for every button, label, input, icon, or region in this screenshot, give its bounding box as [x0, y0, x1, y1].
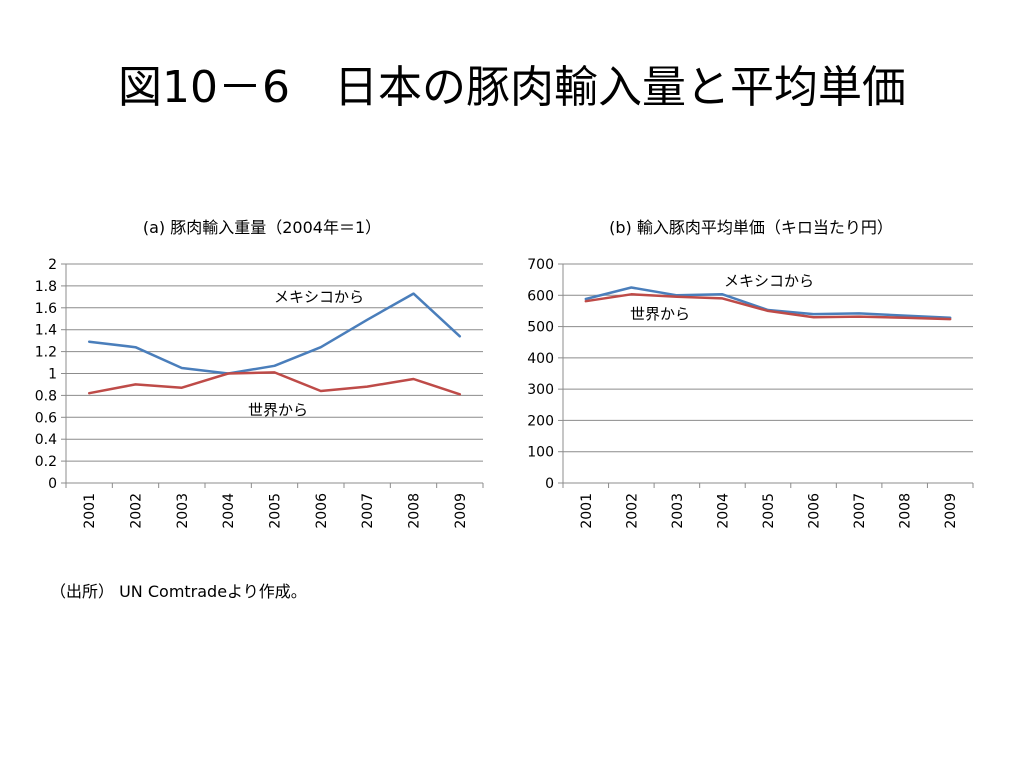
- chart-b-x-tick-label: 2008: [898, 493, 914, 529]
- chart-b-y-tick-label: 200: [527, 413, 554, 429]
- chart-b-y-tick-label: 500: [527, 320, 554, 336]
- chart-b-x-axis: 2001 2002 2003 2004 2005 2006 2007 2008 2009: [562, 483, 974, 529]
- chart-a-y-tick-label: 1.2: [35, 345, 57, 361]
- chart-a-y-tick-label: 0: [48, 476, 57, 492]
- chart-a-y-tick-label: 1.4: [35, 323, 57, 339]
- chart-a-y-tick-label: 1: [48, 367, 57, 383]
- source-note: （出所） UN Comtradeより作成。: [50, 582, 307, 601]
- chart-a-series-line-world: [87, 371, 462, 396]
- chart-a-y-tick-label: 0.2: [35, 454, 57, 470]
- chart-a-x-tick-label: 2006: [314, 493, 330, 529]
- slide-title: 図10－6 日本の豚肉輸入量と平均単価: [118, 62, 906, 113]
- chart-a-x-tick-label: 2007: [360, 493, 376, 529]
- chart-a-x-tick-label: 2009: [453, 493, 469, 529]
- chart-b-x-tick-label: 2009: [943, 493, 959, 529]
- chart-a-x-tick-label: 2001: [82, 493, 98, 529]
- chart-a-series-label-mexico: メキシコから: [274, 288, 364, 306]
- chart-b-series-line-world: [584, 293, 952, 321]
- chart-b-x-tick-label: 2004: [715, 493, 731, 529]
- chart-a-x-tick-label: 2005: [268, 493, 284, 529]
- chart-b-y-tick-label: 400: [527, 351, 554, 367]
- chart-b-x-tick-label: 2003: [670, 493, 686, 529]
- chart-b: (b) 輸入豚肉平均単価（キロ当たり円） 0 100 200 300 400 500 600 7…: [527, 218, 974, 529]
- chart-b-x-tick-label: 2007: [852, 493, 868, 529]
- chart-a: (a) 豚肉輸入重量（2004年＝1） 0 0.2 0.4 0.6 0.8 1 1.2 1.4 1…: [35, 218, 484, 529]
- chart-b-series-label-mexico: メキシコから: [724, 272, 814, 290]
- chart-b-x-tick-label: 2005: [761, 493, 777, 529]
- chart-a-x-tick-label: 2002: [129, 493, 145, 529]
- chart-a-y-tick-label: 2: [48, 257, 57, 273]
- chart-a-x-tick-label: 2004: [221, 493, 237, 529]
- chart-b-y-axis: 0 100 200 300 400 500 600 700: [527, 257, 563, 492]
- chart-a-y-tick-label: 1.8: [35, 279, 57, 295]
- chart-b-series-label-world: 世界から: [630, 305, 690, 323]
- chart-a-series-line-mexico: [87, 292, 462, 375]
- chart-b-gridlines: [563, 263, 973, 453]
- chart-b-y-tick-label: 300: [527, 382, 554, 398]
- chart-b-x-tick-label: 2001: [579, 493, 595, 529]
- chart-a-y-axis: 0 0.2 0.4 0.6 0.8 1 1.2 1.4 1.6 1.8 2: [35, 257, 66, 492]
- chart-a-container: (a) 豚肉輸入重量（2004年＝1） 0 0.2 0.4 0.6 0.8 1 1.2 1.4 1…: [0, 200, 512, 550]
- chart-b-container: (b) 輸入豚肉平均単価（キロ当たり円） 0 100 200 300 400 500 600 7…: [512, 200, 1024, 550]
- chart-b-x-tick-label: 2006: [807, 493, 823, 529]
- chart-a-x-axis: 2001 2002 2003 2004 2005 2006 2007 2008 2009: [65, 483, 484, 529]
- chart-a-y-tick-label: 1.6: [35, 301, 57, 317]
- chart-b-y-tick-label: 700: [527, 257, 554, 273]
- chart-a-series-label-world: 世界から: [248, 401, 308, 419]
- chart-a-title: (a) 豚肉輸入重量（2004年＝1）: [143, 218, 381, 237]
- chart-a-y-tick-label: 0.4: [35, 432, 57, 448]
- chart-a-y-tick-label: 0.8: [35, 388, 57, 404]
- chart-b-y-tick-label: 600: [527, 288, 554, 304]
- chart-a-x-tick-label: 2003: [175, 493, 191, 529]
- chart-b-y-tick-label: 0: [545, 476, 554, 492]
- chart-a-x-tick-label: 2008: [407, 493, 423, 529]
- chart-b-title: (b) 輸入豚肉平均単価（キロ当たり円）: [609, 218, 893, 237]
- chart-b-y-tick-label: 100: [527, 445, 554, 461]
- chart-b-x-tick-label: 2002: [624, 493, 640, 529]
- chart-a-y-tick-label: 0.6: [35, 410, 57, 426]
